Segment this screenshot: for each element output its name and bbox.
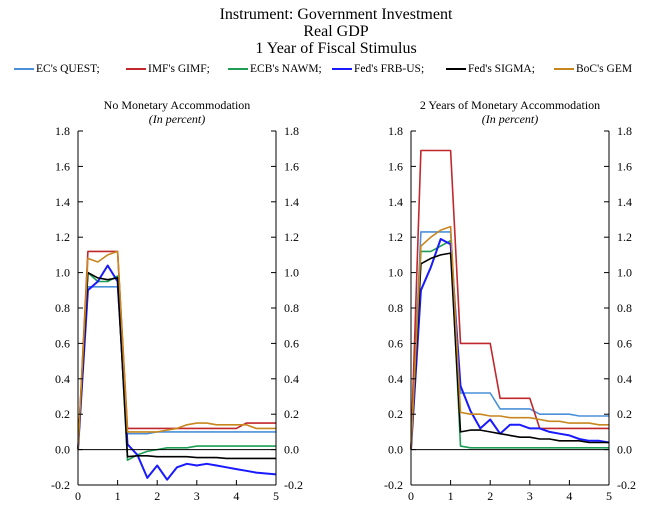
legend-label-quest: EC's QUEST; <box>36 63 100 75</box>
y-tick-label-right: 0.8 <box>284 301 299 315</box>
title-line-3: 1 Year of Fiscal Stimulus <box>255 40 417 57</box>
panel-title: 2 Years of Monetary Accommodation <box>420 98 600 112</box>
y-tick-label-left: 1.0 <box>388 266 403 280</box>
y-tick-label-right: 1.2 <box>617 230 632 244</box>
x-tick-label: 4 <box>566 489 572 503</box>
x-tick-label: 0 <box>408 489 414 503</box>
y-tick-label-left: -0.2 <box>384 478 403 492</box>
x-tick-label: 4 <box>233 489 239 503</box>
x-tick-label: 1 <box>448 489 454 503</box>
series-line-ec-s-quest <box>410 231 609 450</box>
y-tick-label-left: 0.8 <box>55 301 70 315</box>
legend-swatch-nawm <box>228 68 248 70</box>
y-tick-label-right: 1.0 <box>617 266 632 280</box>
series-line-boc-s-gem <box>410 225 609 450</box>
y-tick-label-right: 0.0 <box>284 443 299 457</box>
y-tick-label-right: -0.2 <box>284 478 303 492</box>
y-tick-label-left: 1.4 <box>55 195 70 209</box>
series-line-fed-s-frb-us <box>77 264 277 481</box>
y-tick-label-right: 1.8 <box>284 124 299 138</box>
chart-panel-1: No Monetary Accommodation(In percent) -0.… <box>51 98 303 503</box>
legend-swatch-frbus <box>332 68 352 70</box>
panel-title: No Monetary Accommodation <box>104 98 251 112</box>
x-tick-label: 0 <box>75 489 81 503</box>
x-tick-label: 5 <box>606 489 612 503</box>
legend-label-gem: BoC's GEM <box>576 63 633 75</box>
panel-subtitle: (In percent) <box>482 112 539 126</box>
y-tick-label-right: 1.4 <box>617 195 632 209</box>
series-line-ecb-s-nawm <box>410 239 609 450</box>
y-tick-label-right: 1.8 <box>617 124 632 138</box>
y-tick-label-left: 0.2 <box>388 407 403 421</box>
legend-label-nawm: ECB's NAWM; <box>250 63 322 75</box>
y-tick-label-left: 0.4 <box>55 372 70 386</box>
legend-swatch-gem <box>554 68 574 70</box>
y-tick-label-right: -0.2 <box>617 478 636 492</box>
y-tick-label-right: 1.6 <box>284 159 299 173</box>
y-tick-label-left: 0.4 <box>388 372 403 386</box>
y-tick-label-left: 0.0 <box>55 443 70 457</box>
x-tick-label: 5 <box>273 489 279 503</box>
y-tick-label-left: 1.2 <box>55 230 70 244</box>
legend-item-nawm: ECB's NAWM; <box>228 63 322 75</box>
series-line-imf-s-gimf <box>410 149 609 450</box>
series-line-fed-s-sigma <box>410 252 609 450</box>
y-tick-label-right: 0.2 <box>617 407 632 421</box>
panel-subtitle: (In percent) <box>149 112 206 126</box>
series-line-ec-s-quest <box>77 285 276 450</box>
legend-item-sigma: Fed's SIGMA; <box>446 63 535 75</box>
y-tick-label-left: 1.8 <box>388 124 403 138</box>
legend: EC's QUEST; IMF's GIMF; ECB's NAWM; Fed'… <box>14 63 664 79</box>
y-tick-label-right: 0.4 <box>284 372 299 386</box>
legend-label-gimf: IMF's GIMF; <box>148 63 210 75</box>
y-tick-label-right: 1.6 <box>617 159 632 173</box>
y-tick-label-right: 0.6 <box>617 336 632 350</box>
legend-item-gem: BoC's GEM <box>554 63 632 75</box>
x-tick-label: 2 <box>154 489 160 503</box>
y-tick-label-right: 0.2 <box>284 407 299 421</box>
title-line-1: Instrument: Government Investment <box>219 6 453 23</box>
x-tick-label: 1 <box>115 489 121 503</box>
x-tick-label: 3 <box>194 489 200 503</box>
series-line-boc-s-gem <box>77 250 276 450</box>
y-tick-label-right: 1.4 <box>284 195 299 209</box>
y-tick-label-left: 0.0 <box>388 443 403 457</box>
y-tick-label-left: 1.0 <box>55 266 70 280</box>
series-line-fed-s-sigma <box>77 271 276 460</box>
y-tick-label-left: 1.8 <box>55 124 70 138</box>
legend-swatch-quest <box>14 68 34 70</box>
y-tick-label-right: 1.0 <box>284 266 299 280</box>
y-tick-label-right: 0.4 <box>617 372 632 386</box>
y-tick-label-left: 0.8 <box>388 301 403 315</box>
legend-swatch-sigma <box>446 68 466 70</box>
y-tick-label-left: 0.2 <box>55 407 70 421</box>
legend-item-frbus: Fed's FRB-US; <box>332 63 424 75</box>
y-tick-label-right: 0.6 <box>284 336 299 350</box>
title-line-2: Real GDP <box>303 23 369 40</box>
y-tick-label-left: 1.4 <box>388 195 403 209</box>
legend-swatch-gimf <box>126 68 146 70</box>
legend-item-quest: EC's QUEST; <box>14 63 100 75</box>
legend-label-sigma: Fed's SIGMA; <box>468 63 535 75</box>
y-tick-label-right: 1.2 <box>284 230 299 244</box>
y-tick-label-left: 1.6 <box>55 159 70 173</box>
chart-panel-2: 2 Years of Monetary Accommodation(In per… <box>384 98 636 503</box>
y-tick-label-left: 1.2 <box>388 230 403 244</box>
y-tick-label-left: 0.6 <box>388 336 403 350</box>
x-tick-label: 2 <box>487 489 493 503</box>
x-tick-label: 3 <box>527 489 533 503</box>
legend-label-frbus: Fed's FRB-US; <box>354 63 425 75</box>
y-tick-label-left: -0.2 <box>51 478 70 492</box>
y-tick-label-left: 0.6 <box>55 336 70 350</box>
figure-title: Instrument: Government Investment Real G… <box>0 6 672 57</box>
y-tick-label-right: 0.8 <box>617 301 632 315</box>
legend-item-gimf: IMF's GIMF; <box>126 63 210 75</box>
y-tick-label-right: 0.0 <box>617 443 632 457</box>
series-line-fed-s-frb-us <box>410 238 610 450</box>
y-tick-label-left: 1.6 <box>388 159 403 173</box>
